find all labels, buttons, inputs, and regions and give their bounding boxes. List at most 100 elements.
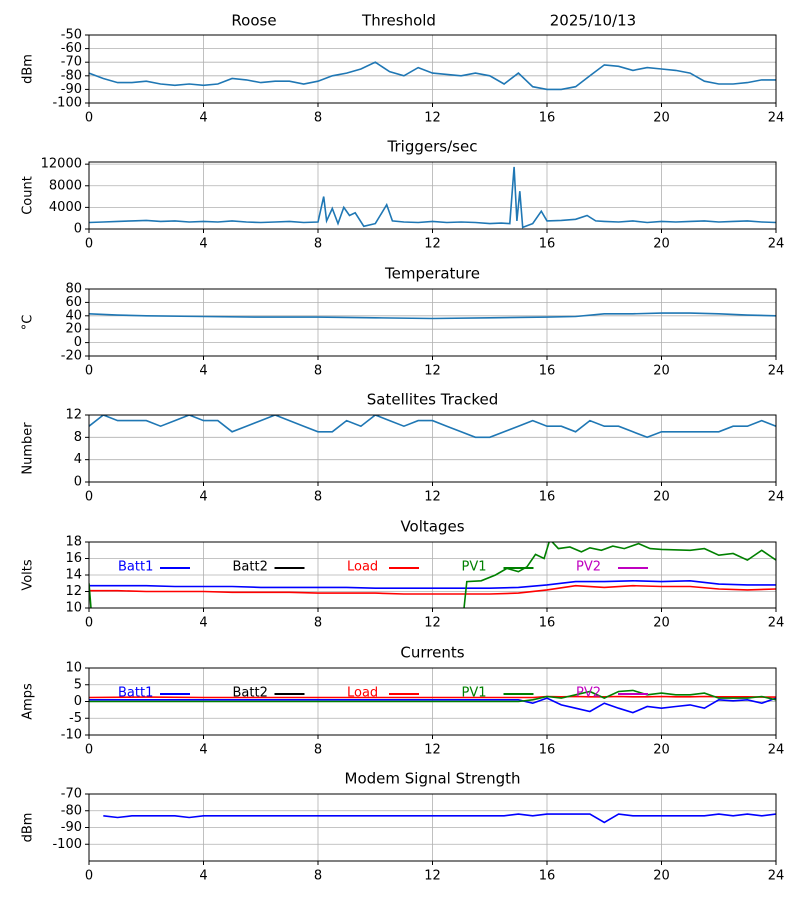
- chart-date: 2025/10/13: [550, 12, 636, 30]
- data-line: [89, 166, 776, 229]
- x-tick-label: 4: [199, 616, 207, 631]
- x-tick-label: 4: [199, 364, 207, 379]
- y-tick-label: 60: [65, 295, 82, 310]
- x-tick-label: 20: [653, 237, 670, 252]
- x-tick-label: 12: [424, 869, 441, 884]
- x-tick-label: 24: [768, 869, 785, 884]
- x-tick-label: 8: [314, 490, 322, 505]
- x-tick-label: 8: [314, 743, 322, 758]
- data-line: [103, 813, 776, 824]
- axes-frame: [88, 793, 777, 862]
- y-tick-label: 12: [65, 584, 82, 599]
- x-tick-label: 0: [85, 616, 93, 631]
- y-tick-label: 0: [74, 335, 82, 350]
- chart-title: Satellites Tracked: [367, 391, 498, 409]
- y-tick-label: -90: [61, 82, 82, 97]
- legend-label: PV2: [576, 686, 601, 701]
- y-tick-label: 80: [65, 282, 82, 297]
- y-tick-label: -70: [61, 787, 82, 802]
- y-axis-label: dBm: [21, 54, 36, 84]
- x-tick-label: 0: [85, 237, 93, 252]
- legend-label: PV2: [576, 560, 601, 575]
- chart-subtitle: Threshold: [361, 12, 436, 30]
- legend-label: Batt1: [118, 560, 153, 575]
- chart-title: Currents: [400, 644, 464, 662]
- y-tick-label: -100: [52, 96, 82, 111]
- y-tick-label: -90: [61, 820, 82, 835]
- y-tick-label: -50: [61, 28, 82, 43]
- legend-label: PV1: [462, 560, 487, 575]
- axes-frame: [88, 34, 777, 104]
- y-tick-label: 12000: [41, 157, 82, 172]
- x-tick-label: 24: [768, 111, 785, 126]
- y-axis-label: Volts: [21, 559, 36, 591]
- data-line: [89, 542, 776, 608]
- x-tick-label: 12: [424, 743, 441, 758]
- x-tick-label: 4: [199, 490, 207, 505]
- x-tick-label: 20: [653, 111, 670, 126]
- data-line: [89, 584, 776, 595]
- y-axis-label: dBm: [21, 813, 36, 843]
- y-tick-label: -10: [61, 728, 82, 743]
- x-tick-label: 16: [539, 364, 556, 379]
- y-tick-label: 10: [65, 661, 82, 676]
- y-tick-label: 4000: [49, 200, 82, 215]
- data-line: [89, 415, 776, 439]
- x-tick-label: 8: [314, 869, 322, 884]
- x-tick-label: 12: [424, 111, 441, 126]
- y-tick-label: 0: [74, 222, 82, 237]
- x-tick-label: 8: [314, 111, 322, 126]
- y-tick-label: -60: [61, 41, 82, 56]
- x-tick-label: 0: [85, 364, 93, 379]
- axes-frame: [88, 541, 777, 609]
- x-tick-label: 24: [768, 237, 785, 252]
- y-tick-label: 5: [74, 677, 82, 692]
- chart-title: Voltages: [400, 518, 464, 536]
- x-tick-label: 0: [85, 490, 93, 505]
- legend-label: Batt1: [118, 686, 153, 701]
- x-tick-label: 20: [653, 616, 670, 631]
- x-tick-label: 16: [539, 869, 556, 884]
- y-axis-label: Count: [21, 176, 36, 215]
- data-line: [89, 312, 776, 320]
- axes-frame: [88, 667, 777, 736]
- x-tick-label: 8: [314, 616, 322, 631]
- data-line: [89, 697, 776, 714]
- x-tick-label: 16: [539, 616, 556, 631]
- chart-title: Roose: [231, 12, 276, 30]
- data-line: [89, 689, 776, 703]
- y-tick-label: 8000: [49, 178, 82, 193]
- x-tick-label: 0: [85, 743, 93, 758]
- data-line: [89, 61, 776, 91]
- y-tick-label: 0: [74, 475, 82, 490]
- x-tick-label: 8: [314, 364, 322, 379]
- y-tick-label: -5: [69, 711, 82, 726]
- x-tick-label: 4: [199, 869, 207, 884]
- panel: Triggers/sec Count 0 4 8 12 16 20 24 0 4000 8000 120…: [21, 138, 785, 252]
- axes-frame: [88, 288, 777, 357]
- y-tick-label: 20: [65, 322, 82, 337]
- y-tick-label: 40: [65, 308, 82, 323]
- y-tick-label: 18: [65, 535, 82, 550]
- x-tick-label: 24: [768, 616, 785, 631]
- x-tick-label: 12: [424, 237, 441, 252]
- x-tick-label: 12: [424, 364, 441, 379]
- axes-frame: [88, 414, 777, 483]
- x-tick-label: 0: [85, 869, 93, 884]
- x-tick-label: 0: [85, 111, 93, 126]
- y-tick-label: 16: [65, 551, 82, 566]
- y-tick-label: -80: [61, 68, 82, 83]
- panel: Satellites Tracked Number 0 4 8 12 16 20 24 0 4 8 12: [21, 391, 785, 505]
- x-tick-label: 20: [653, 869, 670, 884]
- x-tick-label: 16: [539, 111, 556, 126]
- y-tick-label: 12: [65, 408, 82, 423]
- x-tick-label: 4: [199, 237, 207, 252]
- x-tick-label: 24: [768, 364, 785, 379]
- chart-title: Modem Signal Strength: [345, 770, 521, 788]
- x-tick-label: 24: [768, 743, 785, 758]
- x-tick-label: 20: [653, 743, 670, 758]
- x-tick-label: 12: [424, 616, 441, 631]
- x-tick-label: 4: [199, 111, 207, 126]
